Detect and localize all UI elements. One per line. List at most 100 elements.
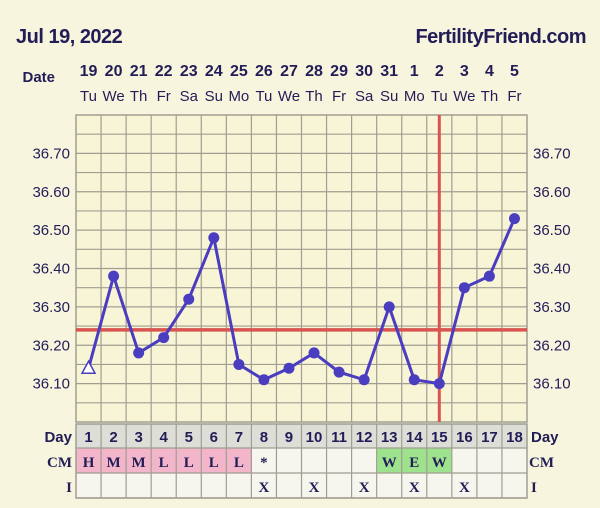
cm-value: M (132, 455, 146, 471)
weekday: Mo (228, 88, 249, 105)
temperature-point (383, 301, 395, 313)
y-tick-left: 36.20 (32, 337, 70, 354)
weekday: Fr (332, 88, 346, 105)
cm-cell-pink (126, 448, 152, 473)
cycle-day: 10 (306, 429, 323, 446)
weekday: We (453, 88, 475, 105)
y-tick-left: 36.50 (32, 222, 70, 239)
cm-value: L (209, 455, 219, 471)
i-label-right: I (531, 480, 537, 496)
cm-cell-pink (76, 448, 102, 473)
cycle-day: 8 (260, 429, 268, 446)
date-number: 4 (485, 63, 494, 80)
date-number: 20 (105, 63, 123, 80)
weekday: Mo (404, 88, 425, 105)
cycle-day: 1 (84, 429, 92, 446)
y-tick-left: 36.70 (32, 145, 70, 162)
temperature-point (233, 358, 245, 370)
date-number: 23 (180, 63, 198, 80)
cycle-day: 5 (185, 429, 193, 446)
cycle-day: 12 (356, 429, 373, 446)
temperature-point (308, 347, 320, 359)
temperature-point (283, 362, 295, 374)
weekday: Sa (180, 88, 199, 105)
date-number: 21 (130, 63, 148, 80)
y-tick-right: 36.70 (533, 145, 571, 162)
weekday: We (102, 88, 124, 105)
y-tick-right: 36.40 (533, 261, 571, 278)
date-number: 2 (435, 63, 444, 80)
weekday: Fr (157, 88, 171, 105)
temperature-point (208, 232, 220, 244)
weekday: Th (481, 88, 499, 105)
intercourse-mark: X (359, 480, 370, 496)
cycle-day: 18 (506, 429, 523, 446)
temperature-point (408, 374, 420, 386)
temperature-point (158, 332, 170, 344)
date-number: 26 (255, 63, 273, 80)
cycle-day: 14 (406, 429, 423, 446)
day-label-left: Day (44, 429, 72, 446)
weekday: Sa (355, 88, 374, 105)
cm-cell-pink (176, 448, 202, 473)
date-number: 19 (80, 63, 98, 80)
y-tick-right: 36.10 (533, 376, 571, 393)
weekday: We (278, 88, 300, 105)
cycle-day: 16 (456, 429, 473, 446)
weekday: Tu (431, 88, 448, 105)
date-number: 29 (330, 63, 348, 80)
cm-label-right: CM (529, 455, 554, 471)
intercourse-mark: X (459, 480, 470, 496)
date-number: 1 (410, 63, 419, 80)
day-label-right: Day (531, 429, 559, 446)
cm-cell-pink (201, 448, 227, 473)
cycle-day: 3 (134, 429, 142, 446)
date-label: Date (22, 69, 55, 86)
date-number: 25 (230, 63, 248, 80)
temperature-point (483, 270, 495, 282)
cycle-day: 2 (109, 429, 117, 446)
cm-cell-pink (151, 448, 177, 473)
temperature-point (183, 293, 195, 305)
temperature-point (133, 347, 145, 359)
chart-date: Jul 19, 2022 (16, 26, 123, 48)
y-tick-right: 36.50 (533, 222, 571, 239)
cycle-day: 13 (381, 429, 398, 446)
cycle-day: 9 (285, 429, 293, 446)
weekday: Th (305, 88, 323, 105)
cm-value: * (260, 455, 268, 471)
cycle-day: 6 (210, 429, 218, 446)
temperature-point (433, 378, 445, 390)
cycle-day: 17 (481, 429, 498, 446)
weekday: Su (380, 88, 398, 105)
cm-cell-green (401, 448, 427, 473)
temperature-point (508, 213, 520, 225)
date-number: 30 (355, 63, 373, 80)
y-tick-left: 36.40 (32, 261, 70, 278)
cm-value: L (234, 455, 244, 471)
intercourse-mark: X (309, 480, 320, 496)
y-tick-right: 36.60 (533, 184, 571, 201)
y-tick-right: 36.20 (533, 337, 571, 354)
cm-value: H (83, 455, 95, 471)
cm-value: M (106, 455, 120, 471)
y-tick-right: 36.30 (533, 299, 571, 316)
intercourse-mark: X (258, 480, 269, 496)
weekday: Th (130, 88, 148, 105)
cm-label-left: CM (47, 455, 72, 471)
cycle-day: 15 (431, 429, 448, 446)
cycle-day: 7 (235, 429, 243, 446)
cm-cell-pink (226, 448, 252, 473)
date-number: 31 (380, 63, 398, 80)
weekday: Fr (507, 88, 521, 105)
temperature-point-triangle (80, 359, 97, 375)
i-label-left: I (66, 480, 72, 496)
cycle-day: 4 (160, 429, 169, 446)
date-number: 27 (280, 63, 298, 80)
date-number: 3 (460, 63, 469, 80)
weekday: Tu (255, 88, 272, 105)
date-number: 22 (155, 63, 173, 80)
cm-cell-green (376, 448, 402, 473)
